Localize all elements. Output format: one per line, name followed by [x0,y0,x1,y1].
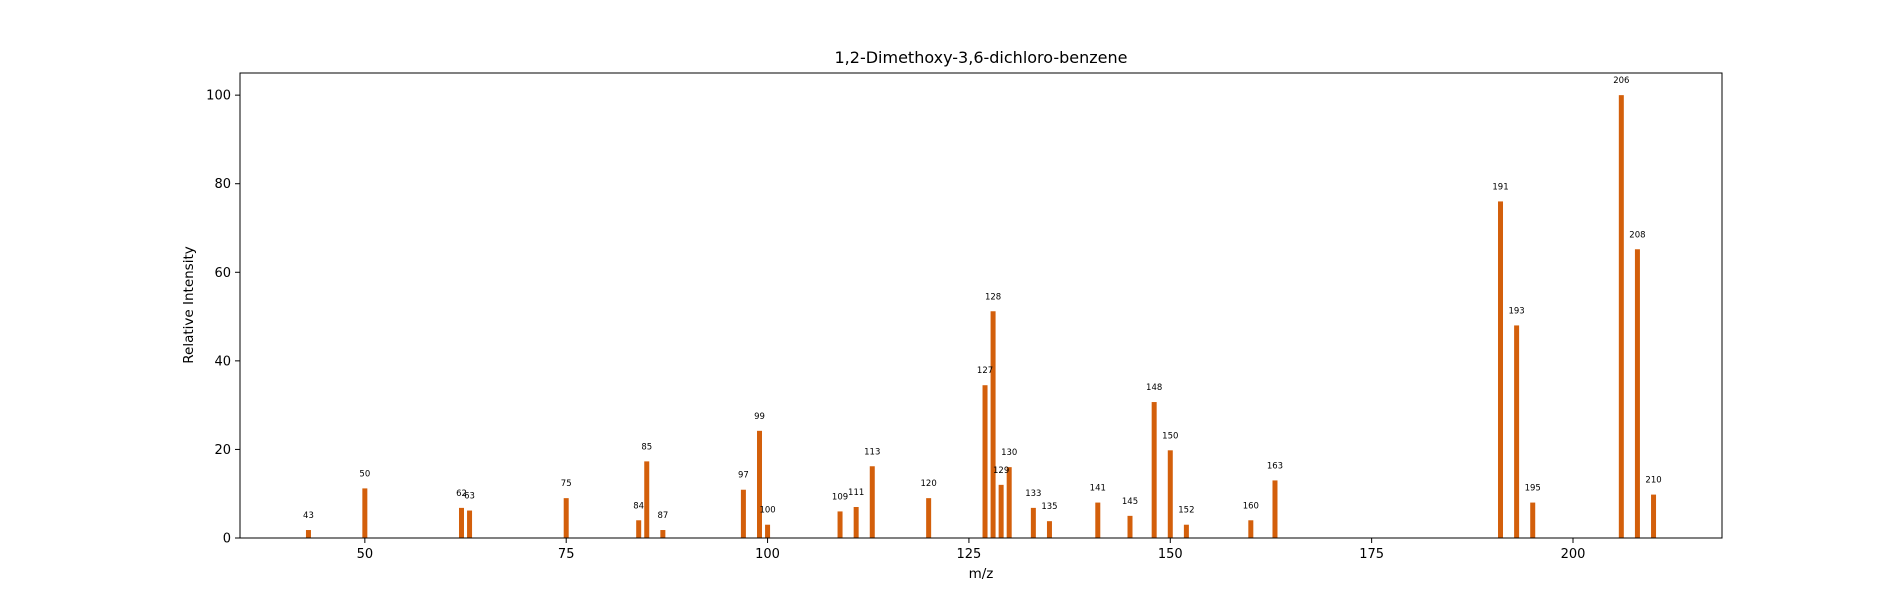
peak-label: 191 [1492,182,1508,192]
bar-mz-135 [1046,521,1052,538]
peak-label: 163 [1267,461,1283,471]
bar-mz-97 [740,489,746,538]
bar-mz-145 [1127,515,1133,538]
x-tick-label: 75 [558,547,575,562]
plot-frame [239,72,1723,539]
peak-label: 141 [1090,484,1106,494]
bar-mz-130 [1006,467,1012,538]
peak-label: 193 [1508,306,1524,316]
peak-label: 109 [832,492,848,502]
bar-mz-120 [926,498,932,538]
peak-label: 160 [1243,501,1259,511]
peak-label: 145 [1122,497,1138,507]
y-tick-label: 20 [214,443,231,458]
x-tick-label: 100 [755,547,780,562]
bar-mz-85 [644,461,650,538]
peak-label: 84 [633,501,644,511]
y-axis-ticks: 0 20 40 60 80 100 [206,89,240,547]
bar-mz-50 [362,488,368,538]
peak-label: 130 [1001,448,1017,458]
bar-mz-193 [1514,325,1520,538]
bars-group [305,95,1657,539]
y-tick-label: 60 [214,266,231,281]
bar-mz-191 [1498,201,1504,538]
bar-mz-75 [563,498,569,538]
bar-mz-148 [1151,402,1157,538]
x-tick-label: 125 [957,547,982,562]
bar-mz-84 [636,520,642,538]
y-tick-label: 0 [223,532,231,547]
x-axis-ticks: 50 75 100 125 150 175 200 [357,538,1586,562]
peak-label: 133 [1025,489,1041,499]
x-tick-label: 200 [1561,547,1586,562]
x-tick-label: 175 [1359,547,1384,562]
bar-mz-141 [1095,502,1101,538]
peak-label: 135 [1041,502,1057,512]
bar-mz-111 [853,507,859,538]
peak-label: 120 [921,479,937,489]
peak-label: 148 [1146,383,1162,393]
peak-label: 85 [641,442,652,452]
bar-mz-113 [869,466,875,538]
bar-mz-208 [1634,249,1640,538]
bar-mz-150 [1167,450,1173,538]
peak-label: 97 [738,471,749,481]
bar-mz-206 [1618,95,1624,539]
y-tick-label: 80 [214,177,231,192]
peak-label: 128 [985,292,1001,302]
bar-mz-129 [998,484,1004,538]
peak-label: 100 [759,506,775,516]
chart-title: 1,2-Dimethoxy-3,6-dichloro-benzene [835,48,1128,67]
peak-label: 195 [1525,484,1541,494]
y-axis-label: Relative Intensity [181,246,197,364]
y-tick-label: 100 [206,89,231,104]
peak-label: 75 [561,479,572,489]
bar-mz-43 [305,530,311,538]
peak-label: 99 [754,412,765,422]
peak-label: 208 [1629,230,1645,240]
peak-label: 127 [977,366,993,376]
bar-mz-152 [1183,524,1189,538]
bar-mz-62 [458,507,464,538]
peak-label: 150 [1162,431,1178,441]
bar-mz-133 [1030,507,1036,538]
peak-label: 152 [1178,506,1194,516]
x-axis-label: m/z [969,566,994,582]
peak-label: 206 [1613,76,1629,86]
bar-mz-128 [990,311,996,538]
peak-label: 50 [359,469,370,479]
peak-label: 62 [456,489,467,499]
bar-mz-195 [1530,502,1536,538]
peak-label: 210 [1645,476,1661,486]
bar-mz-87 [660,530,666,538]
bar-mz-100 [765,524,771,538]
peak-label: 111 [848,488,864,498]
bar-mz-109 [837,511,843,538]
peak-label: 113 [864,447,880,457]
peak-label: 129 [993,466,1009,476]
x-tick-label: 150 [1158,547,1183,562]
bar-mz-210 [1651,494,1657,538]
peak-label: 63 [464,492,475,502]
bar-mz-99 [757,430,763,538]
peak-label: 87 [657,511,668,521]
bar-mz-127 [982,385,988,538]
x-tick-label: 50 [357,547,374,562]
bar-mz-163 [1272,480,1278,538]
y-tick-label: 40 [214,354,231,369]
bar-mz-63 [467,510,473,538]
peak-label: 43 [303,511,314,521]
bar-mz-160 [1248,520,1254,538]
